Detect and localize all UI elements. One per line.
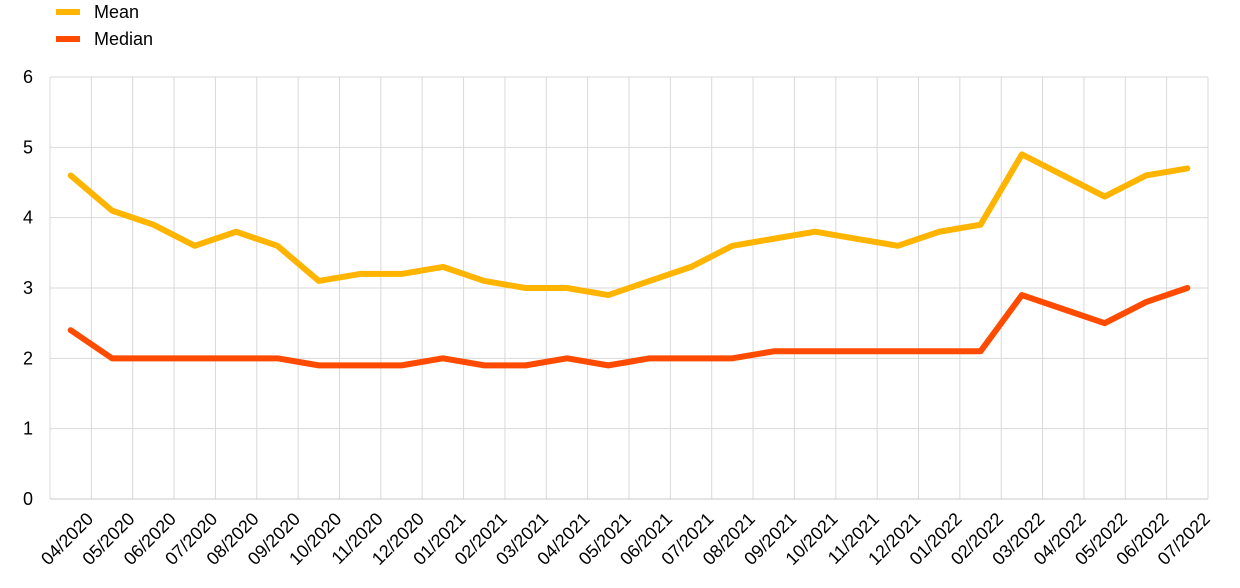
y-tick-label: 6: [23, 67, 33, 87]
legend-label-mean: Mean: [94, 2, 139, 22]
y-tick-label: 5: [23, 137, 33, 157]
legend-label-median: Median: [94, 29, 153, 49]
legend: Mean Median: [56, 2, 153, 49]
y-tick-label: 4: [23, 208, 33, 228]
series-layer: [67, 151, 1191, 369]
x-axis: 04/202005/202006/202007/202008/202009/20…: [37, 498, 1214, 569]
y-tick-label: 0: [23, 489, 33, 509]
grid: [49, 76, 1209, 500]
series-line-mean: [67, 151, 1191, 299]
y-tick-label: 2: [23, 348, 33, 368]
y-tick-label: 1: [23, 419, 33, 439]
y-axis: 0 1 2 3 4 5 6: [23, 67, 33, 509]
y-tick-label: 3: [23, 278, 33, 298]
series-line-median: [67, 285, 1191, 369]
